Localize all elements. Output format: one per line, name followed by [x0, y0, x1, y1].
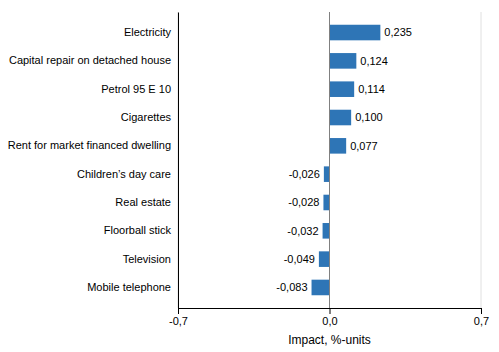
data-label: 0,077 — [350, 140, 378, 152]
y-tick-label: Electricity — [124, 26, 172, 38]
y-tick-label: Children’s day care — [77, 168, 171, 180]
zero-line — [329, 12, 330, 308]
data-label: -0,026 — [289, 168, 320, 180]
x-tick-mark — [178, 308, 179, 314]
data-label: -0,083 — [276, 281, 307, 293]
y-tick: Rent for market financed dwelling — [8, 139, 178, 151]
y-tick: Real estate — [115, 196, 178, 208]
x-tick-mark — [481, 308, 482, 314]
data-label: 0,100 — [355, 111, 383, 123]
y-tick: Floorball stick — [104, 224, 178, 236]
data-label: 0,114 — [358, 83, 385, 95]
data-label: -0,049 — [284, 253, 315, 265]
bar — [330, 81, 355, 97]
x-axis: -0,7 0,0 0,7 — [169, 308, 489, 327]
x-tick: 0,7 — [474, 308, 489, 327]
bar — [330, 25, 381, 41]
bar — [323, 195, 329, 211]
bar — [323, 223, 330, 239]
y-tick: Electricity — [124, 26, 178, 38]
y-axis-line — [178, 13, 179, 309]
data-label: -0,028 — [288, 196, 319, 208]
x-tick-label: -0,7 — [169, 315, 188, 327]
y-tick: Capital repair on detached house — [9, 54, 178, 66]
y-tick-label: Real estate — [115, 196, 171, 208]
y-tick: Television — [123, 253, 178, 265]
data-label: -0,032 — [287, 225, 318, 237]
y-tick-label: Television — [123, 253, 171, 265]
x-tick-label: 0,7 — [474, 315, 489, 327]
data-labels: -0,083 -0,049 -0,032 -0,028 -0,026 0,077 0,100… — [276, 26, 412, 293]
bar — [319, 251, 330, 267]
y-tick-label: Capital repair on detached house — [9, 54, 171, 66]
grid-line — [178, 12, 179, 308]
y-tick: Children’s day care — [77, 168, 178, 180]
x-tick: 0,0 — [322, 308, 337, 327]
y-tick-label: Rent for market financed dwelling — [8, 139, 171, 151]
y-tick-label: Mobile telephone — [87, 281, 171, 293]
chart: -0,7 0,0 0,7 Mobile telephone Television Floo… — [0, 0, 499, 352]
x-axis-title: Impact, %-units — [288, 333, 371, 347]
y-tick-label: Cigarettes — [121, 111, 172, 123]
bar — [330, 110, 352, 126]
y-tick: Cigarettes — [121, 111, 178, 123]
grid-line — [329, 12, 330, 308]
bar — [324, 166, 330, 182]
y-tick: Petrol 95 E 10 — [101, 83, 178, 95]
data-label: 0,235 — [384, 26, 412, 38]
bar — [330, 53, 357, 69]
bar — [312, 280, 330, 296]
grid — [178, 12, 481, 308]
y-axis: Mobile telephone Television Floorball stic… — [8, 13, 179, 309]
y-tick-label: Petrol 95 E 10 — [101, 83, 171, 95]
y-tick: Mobile telephone — [87, 281, 178, 293]
x-tick-label: 0,0 — [322, 315, 337, 327]
data-label: 0,124 — [360, 55, 388, 67]
x-tick: -0,7 — [169, 308, 188, 327]
plot: -0,7 0,0 0,7 Mobile telephone Television Floo… — [8, 12, 489, 347]
grid-line — [481, 12, 482, 308]
x-tick-mark — [330, 308, 331, 314]
y-tick-label: Floorball stick — [104, 224, 172, 236]
bar — [330, 138, 347, 154]
